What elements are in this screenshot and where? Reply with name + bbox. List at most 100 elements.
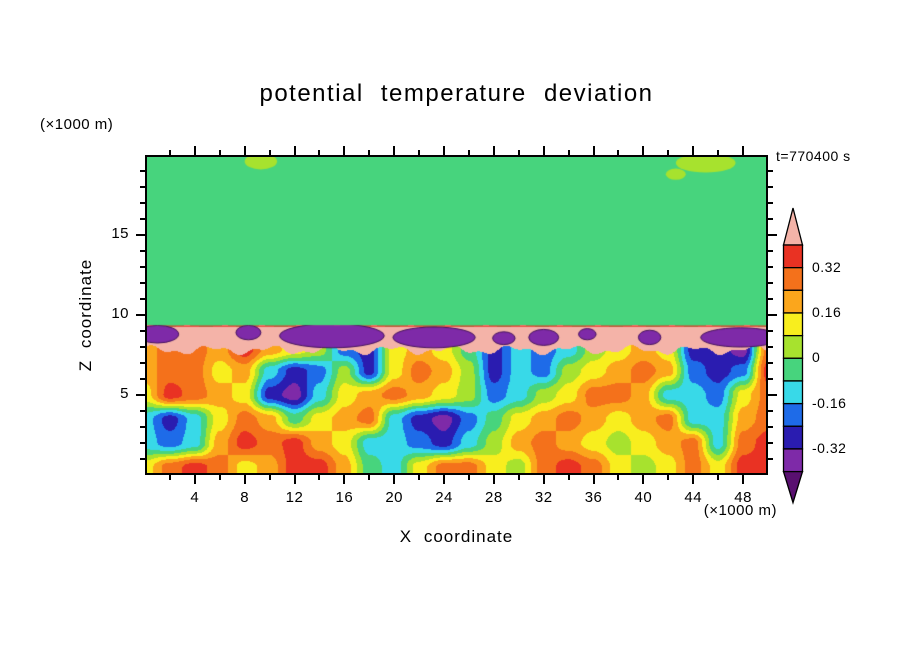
colorbar-box [782,289,804,314]
plot-title: potential temperature deviation [259,80,654,107]
x-minor-tick [318,475,321,480]
z-major-tick [768,394,777,396]
x-minor-tick [218,150,221,155]
z-minor-tick [768,218,773,220]
x-major-tick [592,146,595,155]
x-minor-tick [218,475,221,480]
x-axis-label: X coordinate [399,527,514,546]
z-minor-tick [140,266,145,268]
x-minor-tick [617,475,620,480]
z-minor-tick [768,186,773,188]
x-tick-label: 4 [190,489,200,506]
x-tick-label: 48 [734,489,752,506]
x-tick-label: 12 [285,489,304,506]
z-tick-label: 5 [120,385,129,402]
z-minor-tick [768,250,773,252]
x-minor-tick [268,150,271,155]
plot-frame [145,155,768,475]
x-tick-label: 40 [634,489,653,506]
z-major-tick [136,394,145,396]
z-minor-tick [140,250,145,252]
x-minor-tick [517,150,520,155]
x-major-tick [243,475,246,484]
z-minor-tick [768,346,773,348]
z-tick-label: 15 [111,225,129,242]
colorbar-box [782,380,804,405]
x-major-tick [542,475,545,484]
x-major-tick [742,475,745,484]
z-minor-tick [768,426,773,428]
colorbar-label: -0.16 [812,394,847,411]
colorbar-box [782,244,804,269]
colorbar-svg [782,207,804,505]
z-minor-tick [768,202,773,204]
x-axis-unit-label: (×1000 m) [703,502,777,519]
x-major-tick [742,146,745,155]
z-minor-tick [768,282,773,284]
colorbar-label: -0.32 [812,439,847,456]
x-minor-tick [717,150,720,155]
z-minor-tick [768,298,773,300]
z-minor-tick [768,330,773,332]
x-minor-tick [667,475,670,480]
x-major-tick [542,146,545,155]
colorbar-box [782,334,804,359]
z-tick-label: 10 [111,305,129,322]
x-major-tick [492,146,495,155]
colorbar-box [782,312,804,337]
x-major-tick [692,475,695,484]
z-major-tick [136,314,145,316]
x-tick-label: 36 [584,489,603,506]
colorbar-label: 0.16 [812,303,842,320]
z-minor-tick [140,442,145,444]
x-major-tick [592,475,595,484]
z-minor-tick [140,410,145,412]
z-axis-unit-label: (×1000 m) [40,116,114,133]
x-minor-tick [567,475,570,480]
x-major-tick [293,475,296,484]
z-minor-tick [768,458,773,460]
x-major-tick [642,475,645,484]
x-major-tick [393,475,396,484]
x-tick-label: 20 [385,489,404,506]
z-minor-tick [140,426,145,428]
x-tick-label: 16 [335,489,354,506]
x-minor-tick [418,150,421,155]
colorbar-label: 0 [812,349,821,366]
x-minor-tick [717,475,720,480]
x-minor-tick [418,475,421,480]
colorbar-box [782,402,804,427]
z-minor-tick [140,202,145,204]
x-major-tick [443,475,446,484]
x-minor-tick [368,475,371,480]
x-major-tick [193,146,196,155]
x-major-tick [393,146,396,155]
x-minor-tick [168,150,171,155]
time-label: t=770400 s [776,148,851,164]
z-minor-tick [140,170,145,172]
x-minor-tick [467,475,470,480]
x-tick-label: 44 [684,489,703,506]
colorbar-top-triangle [782,207,804,246]
colorbar-box [782,267,804,291]
colorbar-bottom-triangle [782,470,804,505]
z-minor-tick [768,362,773,364]
colorbar-box [782,448,804,473]
x-minor-tick [567,150,570,155]
x-major-tick [343,475,346,484]
x-tick-label: 28 [485,489,503,506]
x-tick-label: 32 [534,489,553,506]
colorbar-box [782,357,804,382]
contour-plot-canvas [145,155,768,475]
x-minor-tick [168,475,171,480]
z-minor-tick [140,378,145,380]
z-minor-tick [768,378,773,380]
x-tick-label: 24 [435,489,453,506]
x-minor-tick [667,150,670,155]
x-major-tick [343,146,346,155]
z-minor-tick [140,362,145,364]
z-major-tick [768,234,777,236]
z-major-tick [768,314,777,316]
x-minor-tick [318,150,321,155]
